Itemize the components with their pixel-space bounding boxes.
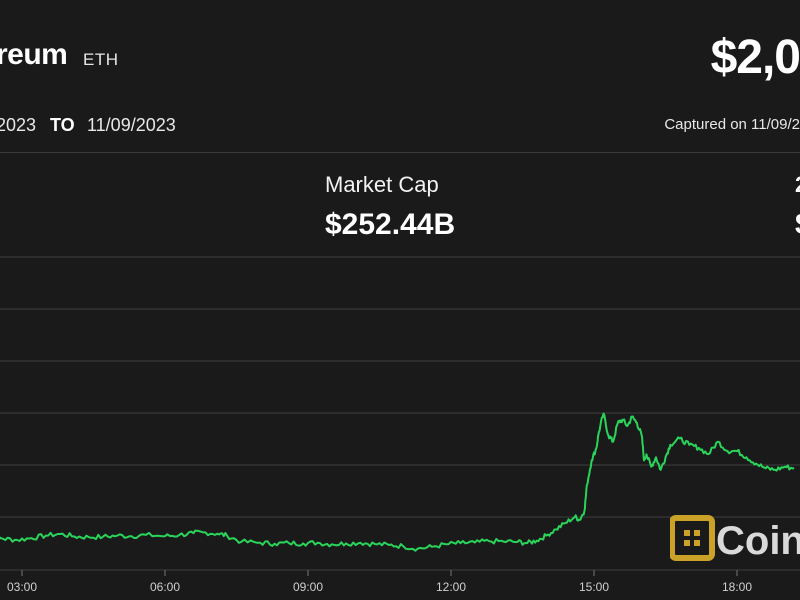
chart-gridlines <box>0 256 800 571</box>
coindesk-logo: Coin <box>669 514 800 567</box>
asset-name: reum <box>0 38 68 71</box>
x-axis-ticks: 03:00 06:00 09:00 12:00 15:00 18:00 <box>7 570 752 594</box>
asset-symbol: ETH <box>83 50 119 69</box>
date-range-end: 11/09/2023 <box>87 115 176 135</box>
date-range-separator: TO <box>50 115 75 135</box>
x-tick-label: 12:00 <box>436 580 466 594</box>
x-tick-label: 03:00 <box>7 580 37 594</box>
date-range-start: 2023 <box>0 115 37 135</box>
market-cap-value: $252.44B <box>325 208 456 241</box>
current-price: $2,0 <box>710 31 800 84</box>
price-series-line <box>0 412 795 552</box>
logo-mark-icon: Coin <box>669 515 800 563</box>
x-tick-label: 18:00 <box>722 580 752 594</box>
x-tick-label: 09:00 <box>293 580 323 594</box>
x-tick-label: 06:00 <box>150 580 180 594</box>
chart-series-layer <box>0 412 795 552</box>
logo-wordmark: Coin <box>716 519 800 562</box>
header-divider <box>0 152 800 153</box>
market-cap-label: Market Cap <box>325 172 439 197</box>
stat-label-partial: 2 <box>795 172 800 198</box>
x-tick-label: 15:00 <box>579 580 609 594</box>
captured-timestamp: Captured on 11/09/2 <box>664 116 800 133</box>
stat-value-partial: $ <box>795 208 800 242</box>
